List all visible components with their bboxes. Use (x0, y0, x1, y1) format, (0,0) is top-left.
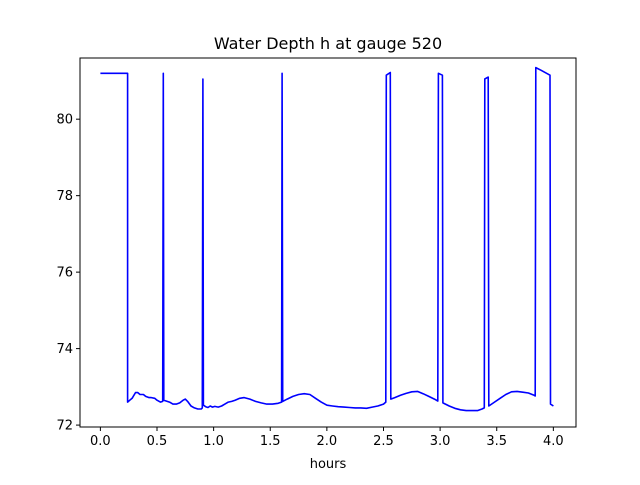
x-axis-ticks: 0.0 0.5 1.0 1.5 2.0 2.5 3.0 3.5 4.0 (90, 427, 564, 449)
y-tick-label: 72 (56, 419, 73, 434)
x-tick-label: 3.0 (430, 434, 451, 449)
x-tick-label: 4.0 (543, 434, 564, 449)
y-axis-ticks: 72 74 76 78 80 (56, 113, 80, 434)
chart-title: Water Depth h at gauge 520 (214, 34, 442, 53)
y-tick-label: 76 (56, 266, 73, 281)
x-tick-label: 0.0 (90, 434, 111, 449)
y-tick-label: 78 (56, 189, 73, 204)
y-tick-label: 80 (56, 113, 73, 128)
x-axis-label: hours (310, 457, 347, 472)
x-tick-label: 1.0 (203, 434, 224, 449)
x-tick-label: 2.5 (373, 434, 394, 449)
x-tick-label: 2.0 (317, 434, 338, 449)
x-tick-label: 3.5 (486, 434, 507, 449)
axes-frame (79, 57, 577, 428)
x-tick-label: 1.5 (260, 434, 281, 449)
plot-area (100, 66, 554, 412)
series-line-0 (100, 66, 554, 412)
y-tick-label: 74 (56, 342, 73, 357)
x-tick-label: 0.5 (147, 434, 168, 449)
